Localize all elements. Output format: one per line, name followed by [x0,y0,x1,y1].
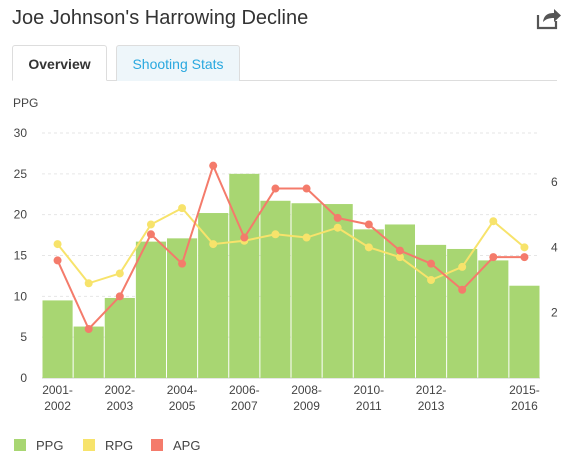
chart-title: Joe Johnson's Harrowing Decline [12,7,309,29]
rpg-point[interactable] [115,269,124,278]
ppg-bar[interactable] [104,297,135,378]
apg-point[interactable] [146,230,155,239]
rpg-point[interactable] [364,243,373,252]
x-tick-label: 2012- [416,383,447,397]
legend-swatch[interactable] [151,439,163,451]
x-tick-label: 2007 [231,399,258,413]
ppg-bar[interactable] [42,300,73,378]
rpg-point[interactable] [53,240,62,249]
rpg-point[interactable] [146,220,155,229]
apg-line [56,162,525,331]
y-tick-label: 20 [14,208,28,222]
x-tick-label: 2016 [511,399,538,413]
rpg-point[interactable] [209,240,218,249]
apg-point[interactable] [271,184,280,193]
ppg-bar[interactable] [229,173,260,378]
y2-tick-label: 6 [551,175,558,189]
apg-point[interactable] [520,253,529,262]
legend: PPG RPG APG [14,438,200,453]
ppg-bar[interactable] [167,238,198,378]
ppg-bar[interactable] [509,285,540,378]
ppg-bar[interactable] [353,229,384,378]
apg-point[interactable] [302,184,311,193]
ppg-bar[interactable] [135,241,166,378]
ppg-bar[interactable] [478,260,509,378]
rpg-point[interactable] [520,243,529,252]
y-axis-label: PPG [13,96,38,110]
x-tick-label: 2003 [106,399,133,413]
legend-label[interactable]: APG [173,438,200,453]
x-tick-label: 2013 [418,399,445,413]
y-axis-ticks: 0 5 10 15 20 25 30 [14,126,28,385]
x-tick-label: 2006- [229,383,260,397]
x-tick-label: 2010- [353,383,384,397]
tab-shooting-stats[interactable]: Shooting Stats [116,45,240,81]
apg-point[interactable] [395,246,404,255]
ppg-bars [42,173,540,378]
y2-tick-label: 2 [551,306,558,320]
x-tick-label: 2005 [169,399,196,413]
y-tick-label: 0 [20,371,27,385]
apg-point[interactable] [364,220,373,229]
apg-point[interactable] [333,213,342,222]
ppg-bar[interactable] [73,326,104,378]
y-tick-label: 25 [14,167,28,181]
tab-overview[interactable]: Overview [12,45,107,81]
x-tick-label: 2004- [167,383,198,397]
legend-swatch[interactable] [83,439,95,451]
x-tick-label: 2002 [44,399,71,413]
y2-axis-ticks: 2 4 6 [551,175,558,320]
ppg-bar[interactable] [260,200,291,378]
y-tick-label: 30 [14,126,28,140]
apg-point[interactable] [209,161,218,170]
apg-point[interactable] [240,233,249,242]
y-tick-label: 5 [20,330,27,344]
apg-point[interactable] [115,292,124,301]
ppg-bar[interactable] [198,213,229,378]
x-tick-label: 2008- [291,383,322,397]
y-tick-label: 10 [14,289,28,303]
legend-label[interactable]: RPG [105,438,133,453]
tabs-divider [12,80,557,81]
y-tick-label: 15 [14,249,28,263]
rpg-point[interactable] [302,233,311,242]
rpg-point[interactable] [333,223,342,232]
apg-point[interactable] [178,259,187,268]
apg-point[interactable] [489,253,498,262]
x-tick-label: 2011 [356,399,382,413]
rpg-line [56,206,526,285]
rpg-point[interactable] [427,276,436,284]
legend-swatch[interactable] [14,439,26,451]
rpg-point[interactable] [84,279,93,288]
rpg-point[interactable] [178,204,187,213]
legend-label[interactable]: PPG [36,438,63,453]
rpg-point[interactable] [458,262,467,271]
share-icon[interactable] [536,6,562,30]
ppg-bar[interactable] [291,203,322,378]
rpg-point[interactable] [489,217,498,226]
apg-point[interactable] [458,285,467,294]
apg-point[interactable] [53,256,62,265]
y2-tick-label: 4 [551,240,558,254]
x-tick-label: 2001- [42,383,73,397]
x-tick-label: 2009 [293,399,320,413]
x-axis-ticks: 2001- 2002 2002- 2003 2004- 2005 2006- 2007 2008… [42,383,540,413]
x-tick-label: 2015- [509,383,540,397]
apg-point[interactable] [84,325,93,333]
x-tick-label: 2002- [104,383,135,397]
rpg-point[interactable] [395,253,404,262]
apg-point[interactable] [427,259,436,268]
series-lines [53,161,529,333]
rpg-point[interactable] [271,230,280,239]
